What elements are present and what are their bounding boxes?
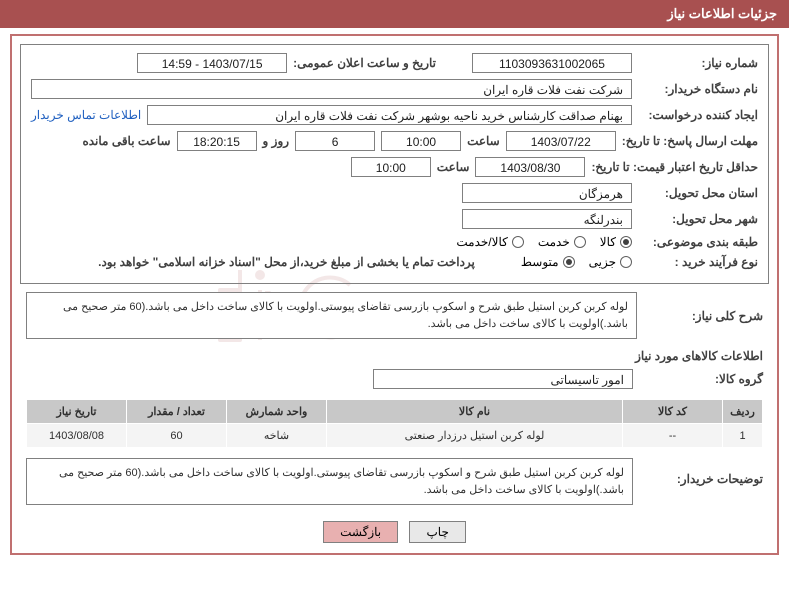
subject-class-label: طبقه بندی موضوعی:	[638, 235, 758, 249]
general-desc-box: لوله کربن کربن استیل طبق شرح و اسکوپ باز…	[26, 292, 637, 339]
requester-label: ایجاد کننده درخواست:	[638, 108, 758, 122]
print-button[interactable]: چاپ	[409, 521, 465, 543]
subject-radio-group: کالا خدمت کالا/خدمت	[456, 235, 632, 249]
announce-value: 1403/07/15 - 14:59	[137, 53, 287, 73]
th-unit: واحد شمارش	[227, 400, 327, 424]
radio-dot-icon	[620, 236, 632, 248]
th-date: تاریخ نیاز	[27, 400, 127, 424]
reply-deadline-label: مهلت ارسال پاسخ: تا تاریخ:	[622, 134, 758, 148]
days-and-label: روز و	[263, 134, 290, 148]
need-number-value: 1103093631002065	[472, 53, 632, 73]
price-valid-label: حداقل تاریخ اعتبار قیمت: تا تاریخ:	[591, 160, 758, 174]
radio-jozi-label: جزیی	[589, 255, 616, 269]
province-label: استان محل تحویل:	[638, 186, 758, 200]
page-header: جزئیات اطلاعات نیاز	[0, 0, 789, 28]
th-name: نام کالا	[327, 400, 623, 424]
buyer-org-value: شرکت نفت فلات قاره ایران	[31, 79, 632, 99]
price-valid-time-value: 10:00	[351, 157, 431, 177]
table-row: 1 -- لوله کربن استیل درزدار صنعتی شاخه 6…	[27, 424, 763, 448]
price-valid-date-value: 1403/08/30	[475, 157, 585, 177]
radio-dot-icon	[563, 256, 575, 268]
general-desc-label: شرح کلی نیاز:	[643, 309, 763, 323]
buyer-notes-box: لوله کربن کربن استیل طبق شرح و اسکوپ باز…	[26, 458, 633, 505]
items-info-title: اطلاعات کالاهای مورد نیاز	[12, 349, 763, 363]
items-table: ردیف کد کالا نام کالا واحد شمارش تعداد /…	[26, 399, 763, 448]
outer-container: شماره نیاز: 1103093631002065 تاریخ و ساع…	[10, 34, 779, 555]
button-row: چاپ بازگشت	[12, 515, 777, 553]
td-code: --	[623, 424, 723, 448]
province-value: هرمزگان	[462, 183, 632, 203]
radio-khadamat-label: خدمت	[538, 235, 570, 249]
reply-time-value: 10:00	[381, 131, 461, 151]
days-value: 6	[295, 131, 375, 151]
remaining-label: ساعت باقی مانده	[82, 134, 170, 148]
th-code: کد کالا	[623, 400, 723, 424]
td-name: لوله کربن استیل درزدار صنعتی	[327, 424, 623, 448]
payment-note: پرداخت تمام یا بخشی از مبلغ خرید،از محل …	[98, 255, 475, 269]
back-button[interactable]: بازگشت	[323, 521, 398, 543]
need-number-label: شماره نیاز:	[638, 56, 758, 70]
city-label: شهر محل تحویل:	[638, 212, 758, 226]
buyer-notes-label: توضیحات خریدار:	[643, 458, 763, 486]
items-table-wrap: ردیف کد کالا نام کالا واحد شمارش تعداد /…	[26, 399, 763, 448]
remaining-time-value: 18:20:15	[177, 131, 257, 151]
radio-dot-icon	[512, 236, 524, 248]
td-unit: شاخه	[227, 424, 327, 448]
page-title: جزئیات اطلاعات نیاز	[667, 6, 777, 21]
buy-process-label: نوع فرآیند خرید :	[638, 255, 758, 269]
announce-label: تاریخ و ساعت اعلان عمومی:	[293, 56, 436, 70]
radio-kala-khadamat[interactable]: کالا/خدمت	[456, 235, 523, 249]
radio-motavaset[interactable]: متوسط	[521, 255, 575, 269]
th-qty: تعداد / مقدار	[127, 400, 227, 424]
radio-kala[interactable]: کالا	[600, 235, 632, 249]
process-radio-group: جزیی متوسط	[521, 255, 632, 269]
radio-jozi[interactable]: جزیی	[589, 255, 632, 269]
th-row: ردیف	[723, 400, 763, 424]
group-value: امور تاسیساتی	[373, 369, 633, 389]
city-value: بندرلنگه	[462, 209, 632, 229]
td-row: 1	[723, 424, 763, 448]
group-label: گروه کالا:	[643, 372, 763, 386]
radio-khadamat[interactable]: خدمت	[538, 235, 586, 249]
radio-dot-icon	[574, 236, 586, 248]
form-panel: شماره نیاز: 1103093631002065 تاریخ و ساع…	[20, 44, 769, 284]
requester-value: بهنام صداقت کارشناس خرید ناحیه بوشهر شرک…	[147, 105, 632, 125]
td-qty: 60	[127, 424, 227, 448]
buyer-org-label: نام دستگاه خریدار:	[638, 82, 758, 96]
td-date: 1403/08/08	[27, 424, 127, 448]
time-label-1: ساعت	[467, 134, 500, 148]
radio-kala-khadamat-label: کالا/خدمت	[456, 235, 507, 249]
reply-date-value: 1403/07/22	[506, 131, 616, 151]
time-label-2: ساعت	[437, 160, 470, 174]
buyer-contact-link[interactable]: اطلاعات تماس خریدار	[31, 108, 141, 122]
radio-dot-icon	[620, 256, 632, 268]
radio-kala-label: کالا	[600, 235, 616, 249]
radio-motavaset-label: متوسط	[521, 255, 559, 269]
